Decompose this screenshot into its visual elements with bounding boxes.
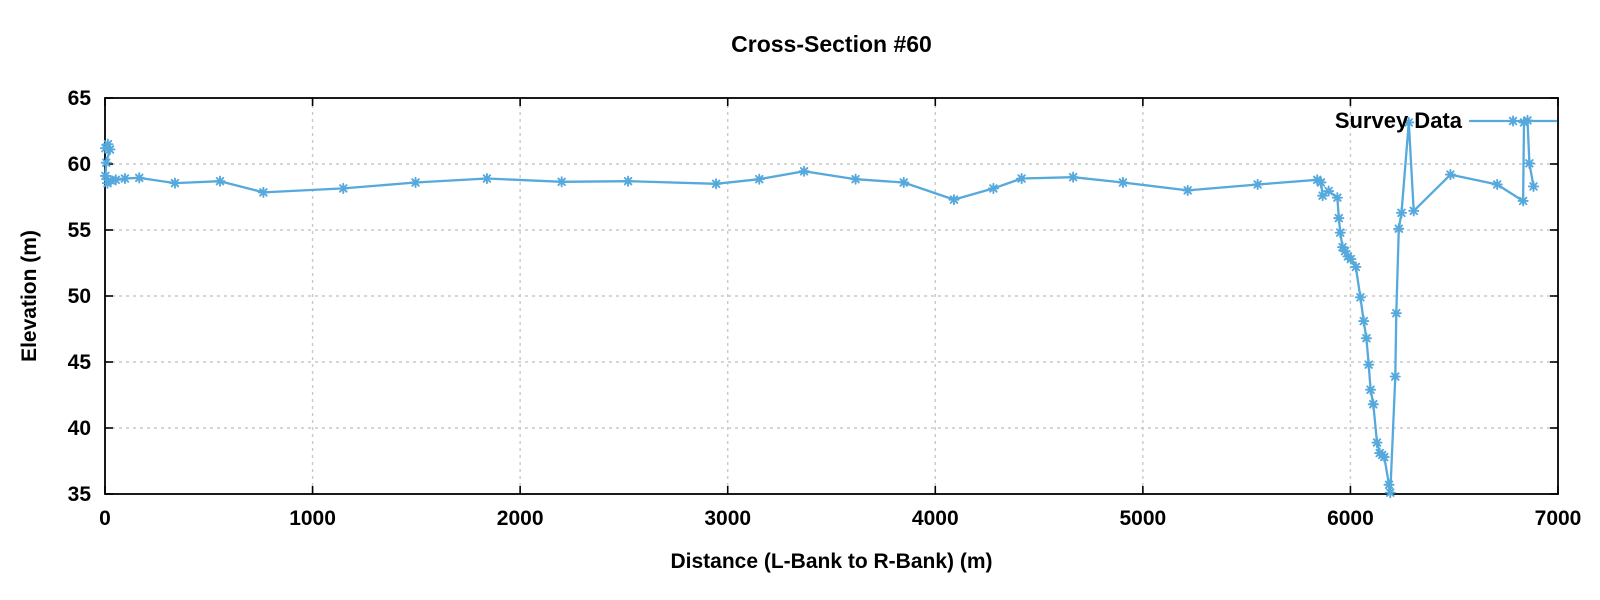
data-point-marker (102, 138, 114, 150)
data-point-marker (1334, 227, 1346, 239)
y-tick-label: 35 (68, 483, 92, 506)
data-point-marker (1182, 184, 1194, 196)
data-point-marker (948, 194, 960, 206)
data-point-marker (1523, 157, 1535, 169)
data-point-marker (1317, 190, 1329, 202)
data-point-marker (1403, 116, 1415, 128)
data-point-marker (1371, 436, 1383, 449)
tick-labels: 0 1000 2000 3000 4000 5000 6000 7000 35 40 45 50 55 6… (68, 87, 1582, 530)
data-point-marker (710, 178, 722, 190)
data-point-marker (337, 182, 349, 194)
data-point-marker (898, 176, 910, 189)
data-point-marker (169, 177, 181, 189)
y-tick-label: 45 (68, 351, 92, 374)
data-point-marker (556, 176, 568, 188)
x-tick-label: 4000 (912, 507, 959, 530)
data-point-marker (1350, 261, 1362, 273)
data-point-marker (1384, 487, 1396, 499)
data-point-marker (1383, 479, 1395, 491)
y-tick-label: 60 (68, 153, 91, 176)
y-tick-label: 55 (68, 219, 92, 242)
x-axis-label: Distance (L-Bank to R-Bank) (m) (670, 550, 993, 573)
data-point-marker (1339, 245, 1351, 257)
data-point-marker (1252, 178, 1264, 191)
data-point-marker (1408, 205, 1420, 217)
data-point-marker (1117, 176, 1129, 189)
x-tick-label: 5000 (1119, 507, 1166, 530)
data-point-marker (798, 165, 810, 177)
tick-marks (104, 97, 1559, 495)
data-point-marker (1360, 332, 1372, 344)
data-point-marker (409, 176, 422, 189)
data-point-marker (1378, 451, 1390, 463)
data-point-marker (100, 157, 112, 169)
data-point-marker (1507, 115, 1519, 127)
y-tick-label: 65 (68, 87, 92, 110)
data-point-marker (1367, 398, 1379, 410)
chart-title: Cross-Section #60 (731, 31, 932, 57)
data-point-marker (481, 172, 493, 185)
legend-label: Survey Data (1334, 108, 1462, 133)
data-point-marker (104, 143, 116, 156)
data-point-marker (1390, 307, 1402, 319)
data-point-marker (1345, 253, 1357, 265)
legend-sample (1468, 115, 1558, 127)
x-tick-label: 1000 (289, 507, 336, 530)
data-point-marker (987, 182, 999, 194)
data-point-marker (133, 172, 145, 184)
data-point-marker (1393, 223, 1405, 235)
data-point-marker (1491, 178, 1503, 191)
data-point-marker (1016, 172, 1028, 185)
data-point-marker (99, 170, 111, 182)
data-point-marker (1354, 291, 1366, 303)
data-point-marker (1331, 192, 1343, 204)
survey-data-line (104, 119, 1535, 494)
x-tick-label: 2000 (497, 507, 544, 530)
data-point-marker (99, 142, 111, 154)
data-point-marker (1336, 241, 1349, 253)
data-point-marker (1323, 185, 1335, 197)
data-point-marker (257, 186, 269, 198)
legend-marker (1507, 115, 1519, 127)
grid-lines (105, 98, 1558, 494)
x-tick-label: 6000 (1327, 507, 1374, 530)
data-point-marker (1518, 116, 1530, 128)
data-point-marker (850, 173, 862, 185)
data-point-marker (1444, 169, 1457, 181)
data-point-marker (1389, 370, 1401, 383)
data-point-marker (1527, 180, 1540, 192)
y-tick-label: 40 (68, 417, 91, 440)
y-axis-label: Elevation (m) (18, 230, 41, 362)
y-tick-label: 50 (68, 285, 91, 308)
data-point-marker (1067, 171, 1079, 183)
data-point-marker (110, 174, 122, 186)
data-point-marker (1358, 315, 1370, 327)
data-point-marker (1363, 359, 1375, 371)
data-point-marker (1517, 195, 1529, 207)
x-tick-label: 7000 (1535, 507, 1582, 530)
data-point-marker (1395, 207, 1408, 219)
data-point-marker (1365, 384, 1377, 396)
data-point-marker (214, 175, 226, 187)
data-point-marker (622, 175, 634, 187)
data-point-marker (119, 172, 131, 185)
data-point-marker (753, 173, 765, 185)
data-point-marker (1315, 176, 1327, 189)
x-tick-label: 0 (99, 507, 111, 530)
data-point-marker (1333, 212, 1345, 224)
x-tick-label: 3000 (704, 507, 751, 530)
